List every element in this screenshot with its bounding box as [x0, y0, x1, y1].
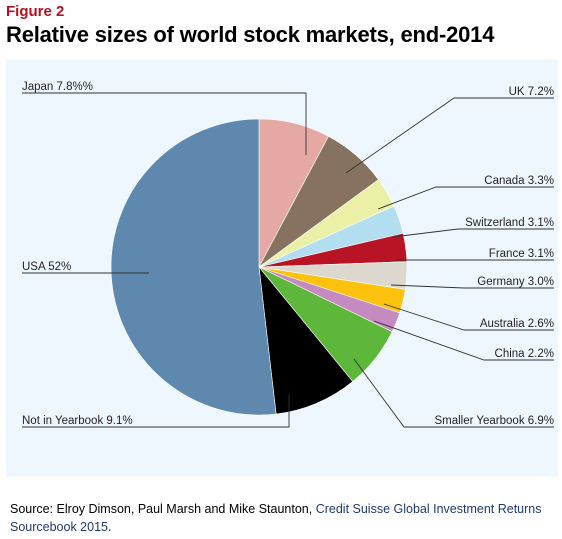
- slice-label-australia: Australia 2.6%: [480, 318, 554, 330]
- leader-line-canada: [377, 186, 554, 210]
- leader-line-china: [373, 320, 554, 361]
- pie-chart: Japan 7.8%% UK 7.2% Canada 3.3% Switzerland…: [22, 81, 554, 428]
- pie-slice-not-in-yearbook: [258, 266, 354, 415]
- slice-label-switzerland: Switzerland 3.1%: [465, 217, 554, 229]
- leader-line-smaller-yearbook: [353, 358, 554, 428]
- source-note: Source: Elroy Dimson, Paul Marsh and Mik…: [10, 500, 550, 536]
- source-reference: Credit Suisse Global Investment Returns …: [10, 502, 542, 534]
- slice-label-smaller-yearbook: Smaller Yearbook 6.9%: [434, 415, 554, 427]
- source-suffix: .: [108, 520, 112, 534]
- slice-label-uk: UK 7.2%: [509, 86, 554, 98]
- slice-label-not-in-yearbook: Not in Yearbook 9.1%: [22, 415, 133, 427]
- pie-slices: [110, 118, 408, 416]
- pie-slice-usa: [110, 118, 277, 416]
- leader-line-switzerland: [392, 228, 554, 238]
- leader-line-japan: [22, 92, 307, 155]
- chart-panel: Japan 7.8%% UK 7.2% Canada 3.3% Switzerland…: [6, 59, 558, 477]
- chart-title: Relative sizes of world stock markets, e…: [6, 22, 495, 47]
- source-prefix: Source: Elroy Dimson, Paul Marsh and Mik…: [10, 502, 316, 516]
- leader-line-germany: [390, 284, 554, 289]
- slice-label-france: France 3.1%: [489, 248, 554, 260]
- slice-label-china: China 2.2%: [495, 348, 554, 360]
- leader-line-not-in-yearbook: [22, 394, 290, 428]
- pie-labels: Japan 7.8%% UK 7.2% Canada 3.3% Switzerland…: [22, 81, 554, 428]
- slice-label-japan: Japan 7.8%%: [22, 81, 93, 93]
- slice-label-usa: USA 52%: [22, 261, 71, 273]
- leader-line-australia: [383, 303, 554, 331]
- figure-label: Figure 2: [6, 3, 65, 20]
- slice-label-canada: Canada 3.3%: [484, 175, 554, 187]
- slice-label-germany: Germany 3.0%: [477, 276, 554, 288]
- leader-line-uk: [345, 97, 554, 174]
